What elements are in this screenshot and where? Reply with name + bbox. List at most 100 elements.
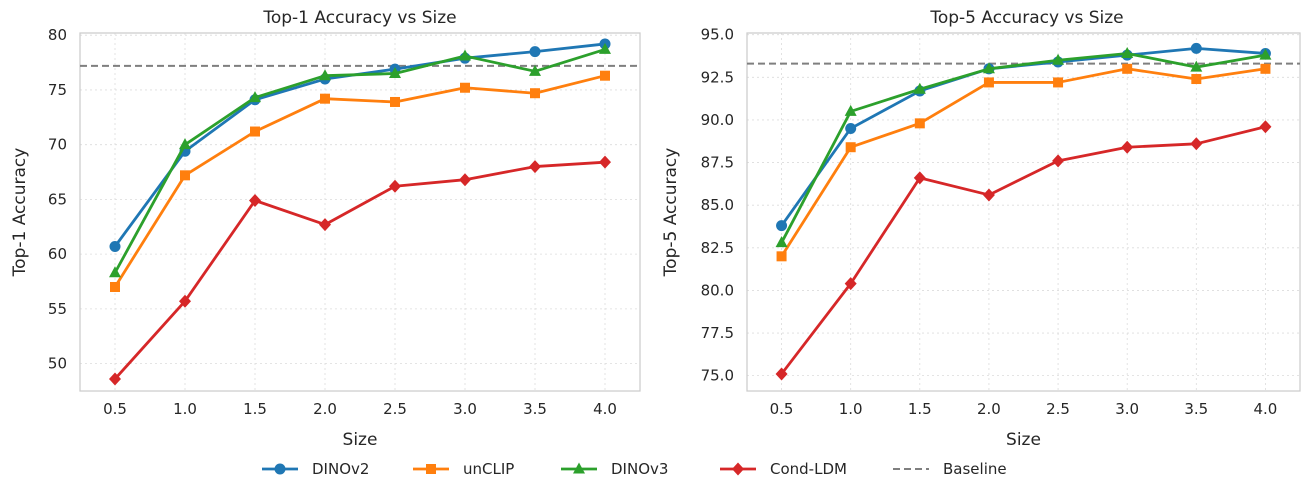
data-point-cond-ldm [844,277,857,291]
legend-label-dinov2: DINOv2 [312,460,369,478]
legend-marker-cond-ldm [732,462,744,476]
data-point-dinov2 [845,122,857,134]
x-tick-label: 2.0 [313,400,337,418]
x-tick-label: 0.5 [103,400,127,418]
data-point-dinov3 [775,236,788,248]
series-line-dinov3 [780,52,1266,244]
series-line-dinov3 [113,48,606,274]
data-point-cond-ldm [1190,137,1203,151]
x-tick-label: 3.5 [523,400,547,418]
x-tick-label: 1.0 [839,400,863,418]
y-tick-label: 77.5 [701,324,734,342]
chart-title: Top-5 Accuracy vs Size [929,8,1123,28]
data-point-cond-ldm [319,218,331,232]
data-point-unclip [1191,74,1202,85]
plot-frame [79,32,641,392]
data-point-unclip [460,82,470,93]
data-point-unclip [983,77,994,88]
data-point-dinov3 [109,266,121,278]
data-point-dinov3 [1052,53,1065,65]
y-tick-label: 65 [48,190,67,208]
data-point-unclip [530,88,540,99]
data-point-unclip [320,93,330,104]
data-point-dinov2 [109,240,121,252]
y-tick-label: 82.5 [701,239,734,257]
data-point-cond-ldm [249,194,261,208]
y-tick-label: 92.5 [701,68,734,86]
x-tick-label: 3.0 [453,400,477,418]
y-tick-label: 75 [48,81,67,99]
data-point-dinov3 [1121,46,1134,58]
data-point-dinov2 [776,220,788,232]
x-tick-label: 2.5 [383,400,407,418]
y-tick-label: 87.5 [701,154,734,172]
data-point-cond-ldm [599,155,611,169]
data-point-cond-ldm [109,372,121,386]
x-tick-label: 2.0 [977,400,1001,418]
y-axis-label: Top-5 Accuracy [661,148,681,278]
legend-label-baseline: Baseline [943,460,1007,478]
y-tick-label: 85.0 [701,196,734,214]
y-tick-label: 80 [48,26,67,44]
legend-label-cond-ldm: Cond-LDM [770,460,847,478]
data-point-cond-ldm [1052,154,1065,168]
data-point-unclip [250,126,260,137]
data-point-dinov3 [1190,60,1203,72]
data-point-dinov3 [179,138,191,150]
data-point-unclip [600,70,610,81]
data-point-unclip [180,170,190,181]
series-line-unclip [113,74,606,288]
x-tick-label: 2.5 [1046,400,1070,418]
data-point-unclip [110,281,120,292]
data-point-dinov3 [982,62,995,74]
legend-label-dinov3: DINOv3 [611,460,668,478]
data-point-dinov2 [1190,42,1202,54]
data-point-dinov3 [844,104,857,116]
data-point-dinov3 [529,64,541,76]
data-point-unclip [914,118,925,129]
x-axis-label: Size [1006,430,1041,450]
data-point-dinov3 [1259,48,1272,60]
y-tick-label: 55 [48,300,67,318]
data-point-cond-ldm [1259,120,1272,134]
data-point-cond-ldm [982,188,995,202]
y-tick-label: 75.0 [701,367,734,385]
y-tick-label: 60 [48,245,67,263]
data-point-unclip [1053,77,1064,88]
data-point-cond-ldm [529,160,541,174]
data-point-unclip [845,142,856,153]
data-point-unclip [390,96,400,107]
chart-title: Top-1 Accuracy vs Size [262,8,456,28]
legend-label-unclip: unCLIP [463,460,514,478]
x-tick-label: 4.0 [593,400,617,418]
x-tick-label: 1.5 [243,400,267,418]
x-tick-label: 0.5 [770,400,794,418]
data-point-cond-ldm [459,173,471,187]
data-point-dinov3 [599,42,611,54]
legend-marker-dinov3 [573,462,585,474]
y-tick-label: 95.0 [701,26,734,44]
legend-marker-dinov2 [274,463,286,475]
data-point-dinov3 [319,69,331,81]
y-tick-label: 80.0 [701,281,734,299]
data-point-unclip [1260,63,1271,74]
x-tick-label: 1.5 [908,400,932,418]
x-tick-label: 3.5 [1184,400,1208,418]
x-tick-label: 4.0 [1254,400,1278,418]
x-axis-label: Size [343,430,378,450]
y-tick-label: 90.0 [701,111,734,129]
x-tick-label: 3.0 [1115,400,1139,418]
data-point-unclip [776,251,787,262]
data-point-dinov2 [529,46,541,58]
y-axis-label: Top-1 Accuracy [10,148,30,278]
legend-marker-unclip [426,464,436,474]
x-tick-label: 1.0 [173,400,197,418]
data-point-unclip [1122,63,1133,74]
data-point-dinov3 [913,82,926,94]
data-point-cond-ldm [775,367,788,381]
series-line-unclip [780,67,1266,258]
chart-panel-1: 0.5 1.0 1.5 2.0 2.5 3.0 3.5 4.0 50 55 60 65 70 75 80 To… [10,8,641,450]
data-point-cond-ldm [179,294,191,308]
data-point-dinov3 [249,91,261,103]
